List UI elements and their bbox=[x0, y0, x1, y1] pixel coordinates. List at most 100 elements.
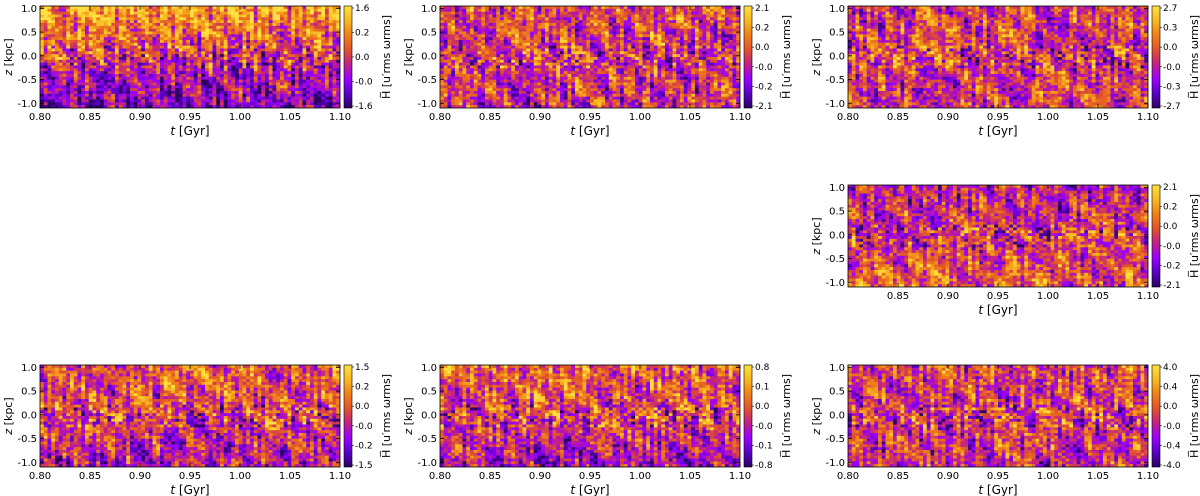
y-axis-var: z bbox=[402, 70, 415, 77]
x-tick-label: 1.00 bbox=[1037, 471, 1059, 482]
x-tick-label: 0.85 bbox=[887, 291, 909, 302]
x-tick-label: 1.00 bbox=[629, 471, 651, 482]
heatmap-image bbox=[40, 6, 340, 108]
colorbar-tick-label: -0.4 bbox=[1163, 441, 1181, 451]
x-tick-label: 1.10 bbox=[1137, 291, 1159, 302]
y-axis-unit: [kpc] bbox=[402, 38, 415, 69]
colorbar-label: H̅ [u′rms ωrms] bbox=[380, 15, 393, 99]
colorbar-tick-label: 1.5 bbox=[355, 363, 369, 373]
x-tick-label: 0.80 bbox=[29, 471, 51, 482]
x-axis-unit: [Gyr] bbox=[575, 483, 610, 496]
x-axis-unit: [Gyr] bbox=[983, 124, 1018, 138]
x-tick-label: 1.00 bbox=[229, 471, 251, 482]
panel-bottom-middle: 0.80 0.85 0.90 0.95 1.00 1.05 1.10 -1.0 -0.5 0.0 0… bbox=[402, 363, 793, 496]
colorbar-tick-label: 0.0 bbox=[1163, 222, 1178, 232]
y-tick-label: 0.5 bbox=[829, 387, 845, 398]
colorbar-tick-label: 0.0 bbox=[355, 402, 370, 412]
colorbar-tick-label: 0.4 bbox=[1163, 383, 1178, 393]
y-axis-unit: [kpc] bbox=[810, 217, 823, 248]
x-tick-label: 0.90 bbox=[529, 471, 551, 482]
colorbar-tick-label: -0.2 bbox=[355, 441, 373, 451]
y-tick-label: -1.0 bbox=[417, 458, 437, 469]
x-axis-unit: [Gyr] bbox=[575, 124, 610, 138]
y-tick-label: 1.0 bbox=[421, 4, 437, 15]
x-axis-var: t bbox=[570, 124, 576, 138]
x-tick-label: 0.85 bbox=[79, 112, 101, 123]
y-tick-label: 1.0 bbox=[829, 4, 845, 15]
colorbar-tick-label: -0.8 bbox=[755, 461, 773, 471]
y-axis-unit: [kpc] bbox=[402, 397, 415, 428]
panel-bottom-left: 0.80 0.85 0.90 0.95 1.00 1.05 1.10 -1.0 -0.5 0.0 0… bbox=[2, 363, 393, 496]
x-axis-var: t bbox=[170, 124, 176, 138]
colorbar-tick-label: -0.0 bbox=[1163, 242, 1181, 252]
y-axis-var: z bbox=[2, 429, 15, 436]
colorbar bbox=[1151, 184, 1161, 288]
colorbar bbox=[343, 364, 353, 468]
y-axis-label: z [kpc] bbox=[810, 217, 823, 255]
y-axis-label: z [kpc] bbox=[810, 38, 823, 76]
y-tick-label: -1.0 bbox=[825, 278, 845, 289]
colorbar-tick-label: -1.6 bbox=[355, 102, 373, 112]
y-axis-label: z [kpc] bbox=[2, 38, 15, 76]
y-tick-label: 0.5 bbox=[829, 207, 845, 218]
colorbar-tick-label: -0.0 bbox=[355, 422, 373, 432]
colorbar bbox=[743, 5, 753, 109]
y-axis-var: z bbox=[810, 429, 823, 436]
y-tick-label: -0.5 bbox=[417, 75, 437, 86]
x-tick-label: 1.05 bbox=[279, 471, 301, 482]
x-axis-var: t bbox=[570, 483, 576, 496]
x-tick-label: 0.90 bbox=[529, 112, 551, 123]
x-tick-label: 1.00 bbox=[1037, 112, 1059, 123]
x-axis-label: t [Gyr] bbox=[978, 483, 1017, 496]
heatmap-image bbox=[848, 6, 1148, 108]
y-tick-label: 0.0 bbox=[421, 51, 437, 62]
colorbar-label: H̅ [u′rms ωrms] bbox=[780, 15, 793, 99]
x-tick-label: 0.95 bbox=[987, 471, 1009, 482]
x-axis-var: t bbox=[978, 124, 984, 138]
x-axis-unit: [Gyr] bbox=[175, 483, 210, 496]
panel-bottom-right: 0.80 0.85 0.90 0.95 1.00 1.05 1.10 -1.0 -0.5 0.0 0… bbox=[810, 363, 1200, 496]
y-tick-label: 0.5 bbox=[21, 28, 37, 39]
x-tick-label: 1.10 bbox=[1137, 471, 1159, 482]
colorbar-tick-label: 0.2 bbox=[1163, 203, 1177, 213]
colorbar-tick-label: -0.0 bbox=[355, 78, 373, 88]
x-tick-label: 1.05 bbox=[679, 471, 701, 482]
y-axis-var: z bbox=[810, 249, 823, 256]
x-tick-label: 0.90 bbox=[129, 471, 151, 482]
colorbar-tick-label: 0.3 bbox=[1163, 24, 1177, 34]
x-tick-label: 0.80 bbox=[837, 112, 859, 123]
x-axis-label: t [Gyr] bbox=[170, 124, 209, 138]
x-axis-unit: [Gyr] bbox=[175, 124, 210, 138]
colorbar-tick-label: -2.1 bbox=[755, 102, 773, 112]
y-axis-var: z bbox=[810, 70, 823, 77]
colorbar bbox=[743, 364, 753, 468]
y-tick-label: 0.0 bbox=[21, 51, 37, 62]
panel-top-right: 0.80 0.85 0.90 0.95 1.00 1.05 1.10 -1.0 -0.5 0.0 0… bbox=[810, 4, 1200, 138]
x-tick-label: 0.90 bbox=[937, 471, 959, 482]
colorbar-tick-label: 0.0 bbox=[355, 53, 370, 63]
y-tick-label: -1.0 bbox=[825, 458, 845, 469]
colorbar-tick-label: -0.0 bbox=[755, 63, 773, 73]
y-tick-label: 0.0 bbox=[421, 410, 437, 421]
x-tick-label: 1.00 bbox=[1037, 291, 1059, 302]
x-tick-label: 1.10 bbox=[729, 471, 751, 482]
y-tick-label: 0.0 bbox=[829, 230, 845, 241]
y-tick-label: 0.0 bbox=[829, 51, 845, 62]
x-tick-label: 1.05 bbox=[1087, 112, 1109, 123]
colorbar-tick-label: -0.3 bbox=[1163, 82, 1181, 92]
colorbar-tick-label: 0.0 bbox=[1163, 43, 1178, 53]
colorbar-tick-label: 2.7 bbox=[1163, 4, 1177, 14]
y-tick-label: -1.0 bbox=[17, 458, 37, 469]
x-axis-var: t bbox=[978, 483, 984, 496]
y-tick-label: 0.5 bbox=[421, 28, 437, 39]
heatmap-image bbox=[440, 365, 740, 467]
y-tick-label: 0.5 bbox=[829, 28, 845, 39]
x-axis-label: t [Gyr] bbox=[570, 483, 609, 496]
y-axis-label: z [kpc] bbox=[810, 397, 823, 435]
x-tick-label: 0.80 bbox=[429, 471, 451, 482]
colorbar-tick-label: 1.6 bbox=[355, 4, 370, 14]
y-tick-label: -1.0 bbox=[825, 99, 845, 110]
y-tick-label: -1.0 bbox=[17, 99, 37, 110]
heatmap-image bbox=[40, 365, 340, 467]
